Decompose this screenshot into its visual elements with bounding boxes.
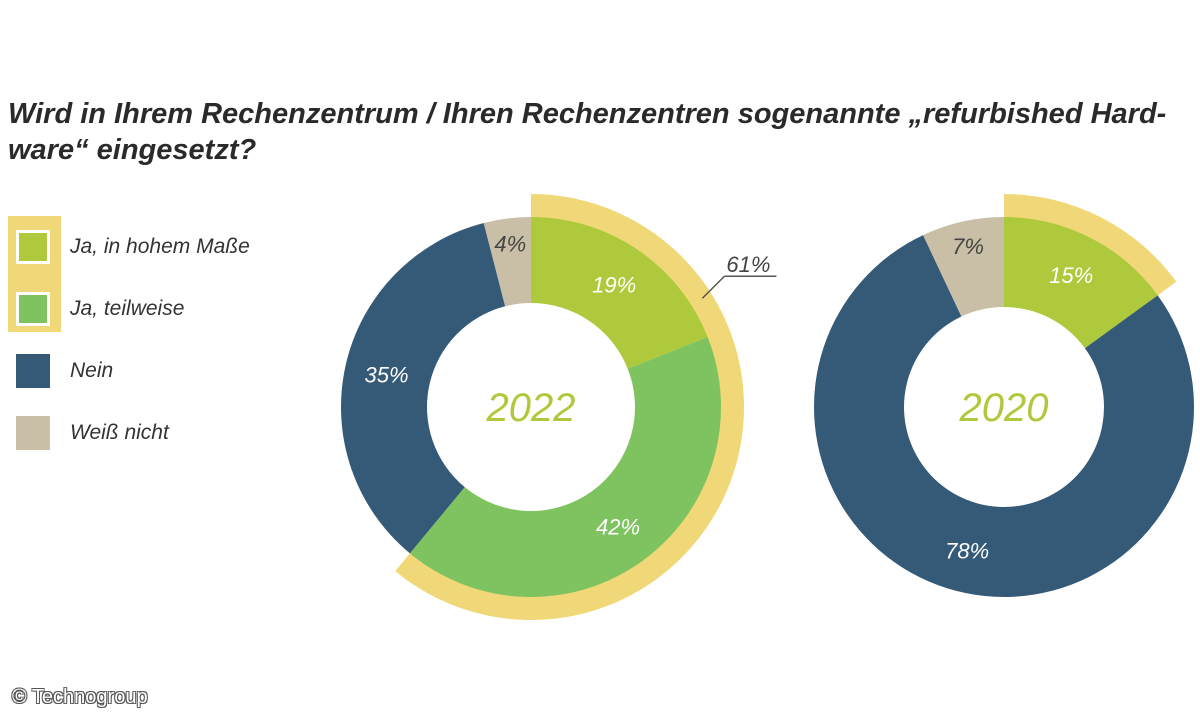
slice-2022-0 [531, 217, 708, 369]
chart-title-line-2: ware“ eingesetzt? [8, 134, 257, 166]
slice-label-2022-2: 35% [365, 363, 409, 388]
slice-2020-2 [923, 217, 1004, 317]
legend-swatch-ja-teil [16, 292, 50, 326]
slice-label-2020-2: 7% [952, 234, 984, 259]
center-year-2020: 2020 [959, 386, 1049, 430]
legend-label-weiss-nicht: Weiß nicht [70, 421, 169, 444]
legend-swatch-weiss-nicht [16, 416, 50, 450]
legend-label-nein: Nein [70, 359, 114, 382]
chart-title-line-1: Wird in Ihrem Rechenzentrum / Ihren Rech… [8, 98, 1167, 130]
slice-label-2020-0: 15% [1049, 263, 1093, 288]
slice-label-2020-1: 78% [945, 538, 989, 563]
highlight-callout-line [701, 275, 725, 299]
slice-2020-1 [814, 235, 1194, 597]
slice-label-2022-0: 19% [592, 273, 636, 298]
slice-2022-1 [409, 337, 721, 598]
legend-swatch-ja-hoch [16, 230, 50, 264]
slice-label-2022-3: 4% [494, 231, 526, 256]
center-year-2022: 2022 [486, 386, 576, 430]
legend-label-ja-hoch: Ja, in hohem Maße [70, 235, 250, 258]
slice-label-2022-1: 42% [596, 515, 640, 540]
highlight-band-2020 [1004, 194, 1177, 297]
legend-swatch-nein [16, 354, 50, 388]
highlight-label-2022: 61% [726, 252, 770, 277]
slice-2022-3 [483, 217, 531, 307]
highlight-band-2022 [395, 194, 744, 620]
chart-title: Wird in Ihrem Rechenzentrum / Ihren Rech… [8, 96, 1200, 168]
slice-2020-0 [1004, 217, 1158, 349]
legend-label-ja-teil: Ja, teilweise [70, 297, 185, 320]
copyright-credit: © Technogroup [12, 686, 148, 708]
slice-2022-2 [341, 222, 506, 554]
